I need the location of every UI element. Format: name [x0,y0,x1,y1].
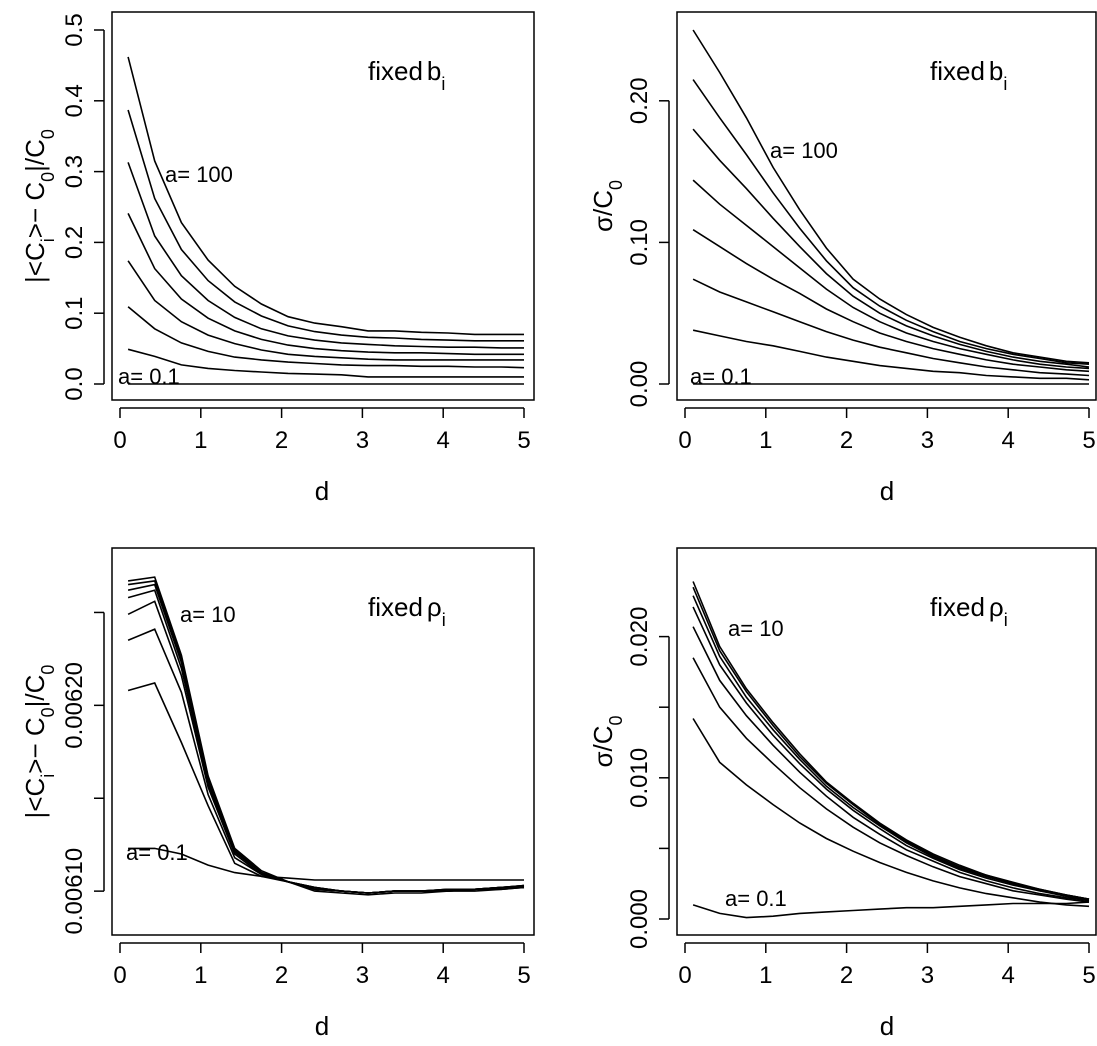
series-line-3 [692,595,1090,900]
panel-bottom-right: 0 1 2 3 4 5 d 0.000 0.010 0.020 σ/C0 fixed ρi a= 10 a=… [588,547,1097,1041]
y-tick-label: 0.20 [626,77,653,124]
panel-bottom-left: 0 1 2 3 4 5 d 0.00610 0.00620|<Ci>− C0|/C0 fixed ρ… [20,547,535,1041]
series-line-1 [127,56,524,336]
x-tick-label: 5 [1082,427,1095,454]
annotation-label: a= 10 [728,616,784,641]
y-tick-label: 0.3 [61,155,88,188]
y-tick-label: 0.5 [61,13,88,46]
y-tick-label: 0.000 [626,889,653,949]
plot-frame [676,547,1097,936]
x-axis-title: d [880,476,894,506]
x-tick-label: 5 [1082,962,1095,989]
y-axis-title: σ/C0 [588,180,626,232]
plot-frame [111,547,535,936]
y-tick-label: 0.1 [61,297,88,330]
x-tick-label: 3 [921,962,934,989]
x-tick-label: 1 [759,427,772,454]
y-tick-label: 0.010 [626,748,653,808]
x-axis-title: d [315,1011,329,1041]
x-tick-label: 3 [356,962,369,989]
series-line-7 [127,682,525,896]
series-line-6 [692,657,1090,903]
x-tick-label: 2 [840,427,853,454]
series-line-1 [692,29,1090,364]
x-tick-label: 5 [517,427,530,454]
annotation-label: a= 0.1 [690,364,752,389]
x-tick-label: 5 [517,962,530,989]
series-line-3 [692,128,1090,368]
x-tick-label: 1 [759,962,772,989]
series-line-8 [692,901,1090,919]
y-tick-label: 0.4 [61,84,88,117]
series-line-3 [127,162,524,349]
y-tick-label: 0.10 [626,219,653,266]
series-line-3 [127,583,525,894]
panel-label: fixed ρi [930,592,1008,630]
series-line-5 [692,229,1090,373]
series-line-2 [127,109,524,342]
x-tick-label: 1 [194,962,207,989]
series-line-7 [127,348,524,378]
x-tick-label: 3 [921,427,934,454]
y-tick-label: 0.00610 [61,848,88,935]
panel-top-left: 0 1 2 3 4 5 d 0.0 0.1 0.2 0.3 0.4 0.5 |<Ci>− C0|/C0 fi… [20,11,535,506]
x-tick-label: 0 [113,427,126,454]
series-line-7 [692,329,1090,381]
y-axis-title: |<Ci>− C0|/C0 [20,665,58,819]
y-tick-label: 0.2 [61,226,88,259]
x-tick-label: 2 [275,427,288,454]
annotation-label: a= 0.1 [725,886,787,911]
panel-top-right: 0 1 2 3 4 5 d 0.00 0.10 0.20 σ/C0 fixed bi a= 100 a= 0… [588,11,1097,506]
annotation-label: a= 10 [180,602,236,627]
series-line-5 [692,626,1090,902]
x-axis-title: d [880,1011,894,1041]
x-tick-label: 4 [437,962,450,989]
annotation-label: a= 100 [770,138,838,163]
annotation-label: a= 0.1 [126,840,188,865]
series-line-2 [692,79,1090,365]
y-axis-title: |<Ci>− C0|/C0 [20,129,58,283]
annotation-label: a= 100 [165,162,233,187]
y-tick-label: 0.00620 [61,662,88,749]
panel-label: fixed bi [930,56,1007,94]
series-line-6 [692,278,1090,377]
series-line-4 [692,606,1090,902]
x-tick-label: 3 [356,427,369,454]
plot-frame [111,11,535,401]
series-line-7 [692,718,1090,908]
y-tick-label: 0.00 [626,361,653,408]
y-tick-label: 0.0 [61,367,88,400]
panel-label: fixed bi [368,56,445,94]
panel-label: fixed ρi [368,592,446,630]
series-line-4 [127,213,524,356]
y-tick-label: 0.020 [626,607,653,667]
series-line-4 [692,179,1090,370]
y-axis-title: σ/C0 [588,715,626,767]
x-tick-label: 1 [194,427,207,454]
series-line-5 [127,260,524,361]
x-tick-label: 4 [1002,962,1015,989]
x-tick-label: 0 [113,962,126,989]
x-tick-label: 2 [275,962,288,989]
series-line-6 [127,628,525,894]
series-line-8 [128,847,524,881]
series-line-6 [127,306,525,369]
x-tick-label: 0 [678,962,691,989]
x-tick-label: 4 [437,427,450,454]
x-tick-label: 4 [1002,427,1015,454]
x-tick-label: 2 [840,962,853,989]
x-axis-title: d [315,476,329,506]
annotation-label: a= 0.1 [118,364,180,389]
plot-frame [676,11,1097,401]
x-tick-label: 0 [678,427,691,454]
